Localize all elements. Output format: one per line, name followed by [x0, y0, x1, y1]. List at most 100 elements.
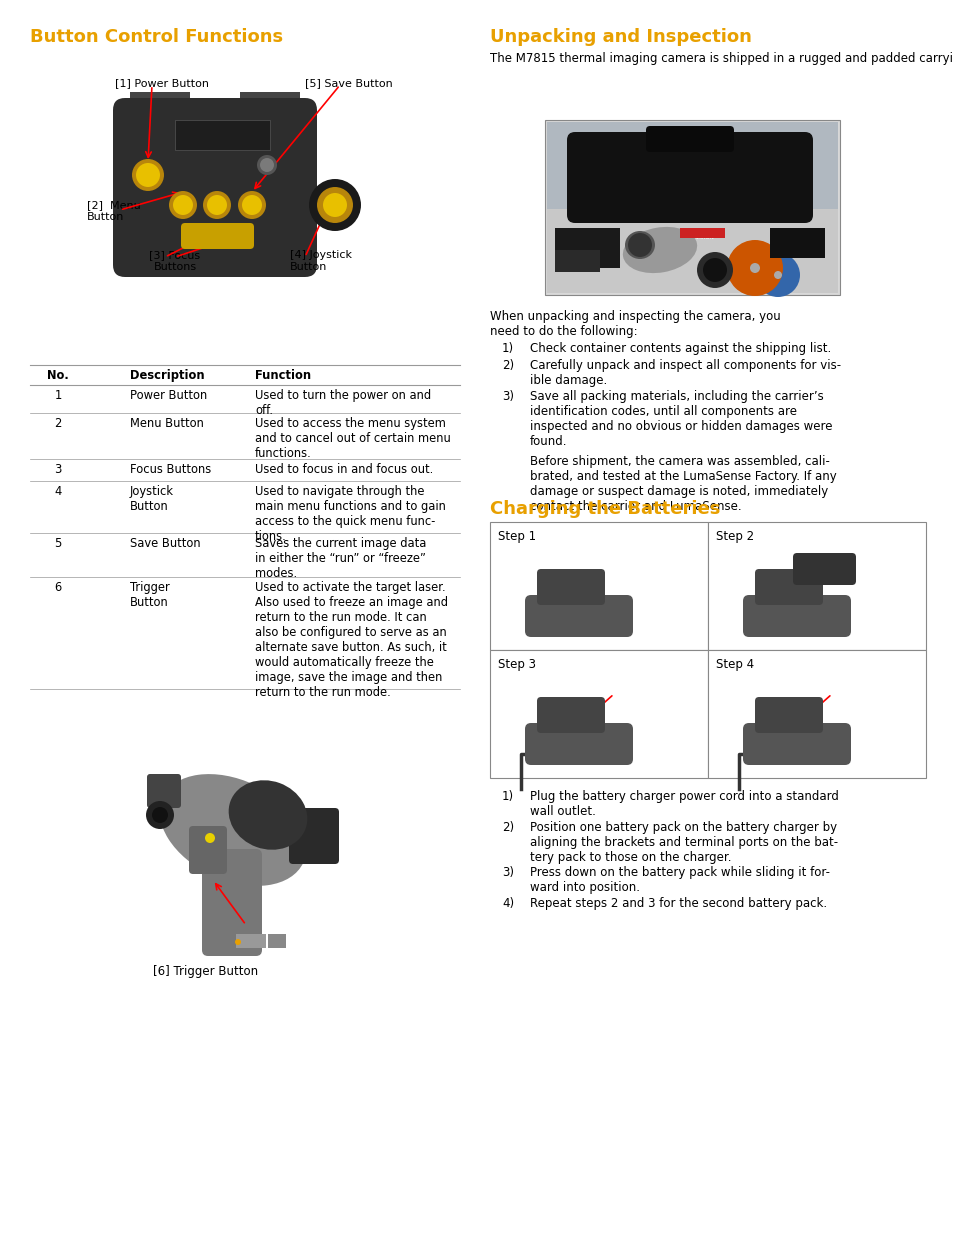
FancyBboxPatch shape	[754, 569, 822, 605]
Text: ⬛ MIKRON: ⬛ MIKRON	[183, 125, 217, 132]
Bar	[490, 522, 707, 650]
Text: Step 1: Step 1	[497, 530, 536, 543]
Text: 2): 2)	[501, 821, 514, 834]
Text: [5] Save Button: [5] Save Button	[305, 78, 393, 88]
Bar	[174, 120, 270, 149]
Circle shape	[702, 258, 726, 282]
Circle shape	[152, 806, 168, 823]
Text: Press down on the battery pack while sliding it for-
ward into position.: Press down on the battery pack while sli…	[530, 866, 829, 894]
Bar	[679, 228, 724, 238]
Bar	[769, 228, 824, 258]
Circle shape	[146, 802, 173, 829]
Circle shape	[726, 240, 782, 296]
Circle shape	[627, 233, 651, 257]
Circle shape	[242, 195, 262, 215]
Bar	[546, 122, 837, 293]
Text: The M7815 thermal imaging camera is shipped in a rugged and padded carrying case: The M7815 thermal imaging camera is ship…	[490, 52, 953, 65]
Text: No.: No.	[47, 369, 69, 382]
Circle shape	[749, 263, 760, 273]
Text: MIKRON: MIKRON	[691, 235, 713, 240]
Text: Charging the Batteries: Charging the Batteries	[490, 500, 720, 517]
Text: 2): 2)	[501, 359, 514, 372]
Bar	[268, 934, 286, 948]
Bar	[707, 650, 925, 778]
Bar	[490, 650, 707, 778]
Circle shape	[755, 253, 800, 296]
Text: [4] Joystick
Button: [4] Joystick Button	[290, 249, 352, 272]
Text: Save all packing materials, including the carrier’s
identification codes, until : Save all packing materials, including th…	[530, 390, 832, 448]
Text: 1): 1)	[501, 342, 514, 354]
Text: 3: 3	[54, 463, 62, 475]
FancyBboxPatch shape	[792, 553, 855, 585]
Bar	[235, 934, 266, 948]
Text: When unpacking and inspecting the camera, you
need to do the following:: When unpacking and inspecting the camera…	[490, 310, 780, 338]
Bar	[544, 120, 840, 295]
FancyBboxPatch shape	[524, 595, 633, 637]
Circle shape	[316, 186, 353, 224]
Bar	[240, 91, 299, 114]
Text: Description: Description	[130, 369, 204, 382]
FancyBboxPatch shape	[289, 808, 338, 864]
Ellipse shape	[159, 774, 306, 885]
Text: Menu Button: Menu Button	[130, 417, 204, 430]
Text: Step 3: Step 3	[497, 658, 536, 671]
Text: Power Button: Power Button	[130, 389, 207, 403]
Bar	[130, 91, 190, 114]
FancyBboxPatch shape	[537, 697, 604, 734]
Text: [6] Trigger Button: [6] Trigger Button	[152, 965, 258, 978]
Text: Used to focus in and focus out.: Used to focus in and focus out.	[254, 463, 433, 475]
Circle shape	[172, 195, 193, 215]
FancyBboxPatch shape	[742, 595, 850, 637]
Text: Function: Function	[254, 369, 311, 382]
Text: Unpacking and Inspection: Unpacking and Inspection	[490, 28, 751, 46]
Bar	[546, 122, 837, 209]
Text: Carefully unpack and inspect all components for vis-
ible damage.: Carefully unpack and inspect all compone…	[530, 359, 841, 387]
Text: Step 2: Step 2	[716, 530, 753, 543]
Text: Check container contents against the shipping list.: Check container contents against the shi…	[530, 342, 830, 354]
Text: Save Button: Save Button	[130, 537, 200, 550]
Text: 4: 4	[54, 485, 62, 498]
Circle shape	[309, 179, 360, 231]
Bar	[555, 249, 599, 272]
Circle shape	[205, 832, 214, 844]
Bar	[555, 228, 619, 268]
FancyBboxPatch shape	[742, 722, 850, 764]
FancyBboxPatch shape	[645, 126, 733, 152]
Circle shape	[260, 158, 274, 172]
Text: Repeat steps 2 and 3 for the second battery pack.: Repeat steps 2 and 3 for the second batt…	[530, 897, 826, 910]
Text: 1): 1)	[501, 790, 514, 803]
Text: [1] Power Button: [1] Power Button	[115, 78, 209, 88]
Ellipse shape	[229, 781, 307, 850]
Text: 3): 3)	[501, 390, 514, 403]
Text: Plug the battery charger power cord into a standard
wall outlet.: Plug the battery charger power cord into…	[530, 790, 838, 818]
FancyBboxPatch shape	[112, 98, 316, 277]
Text: Trigger
Button: Trigger Button	[130, 580, 170, 609]
Text: [2]  Menu
Button: [2] Menu Button	[87, 200, 141, 221]
Circle shape	[207, 195, 227, 215]
Ellipse shape	[622, 227, 697, 273]
FancyBboxPatch shape	[189, 826, 227, 874]
Circle shape	[697, 252, 732, 288]
FancyBboxPatch shape	[754, 697, 822, 734]
Circle shape	[773, 270, 781, 279]
Bar	[707, 522, 925, 650]
Circle shape	[132, 159, 164, 191]
Circle shape	[169, 191, 196, 219]
Text: Saves the current image data
in either the “run” or “freeze”
modes.: Saves the current image data in either t…	[254, 537, 426, 580]
FancyBboxPatch shape	[181, 224, 253, 249]
Text: Position one battery pack on the battery charger by
aligning the brackets and te: Position one battery pack on the battery…	[530, 821, 838, 864]
Text: 3): 3)	[501, 866, 514, 879]
Text: 4): 4)	[501, 897, 514, 910]
FancyBboxPatch shape	[147, 774, 181, 808]
Text: 6: 6	[54, 580, 62, 594]
Text: 1: 1	[54, 389, 62, 403]
Ellipse shape	[624, 231, 655, 259]
Text: M7800: M7800	[193, 135, 227, 143]
FancyBboxPatch shape	[524, 722, 633, 764]
FancyBboxPatch shape	[202, 848, 262, 956]
Text: Joystick
Button: Joystick Button	[130, 485, 173, 513]
Text: 5: 5	[54, 537, 62, 550]
Circle shape	[203, 191, 231, 219]
Circle shape	[234, 939, 241, 945]
FancyBboxPatch shape	[566, 132, 812, 224]
